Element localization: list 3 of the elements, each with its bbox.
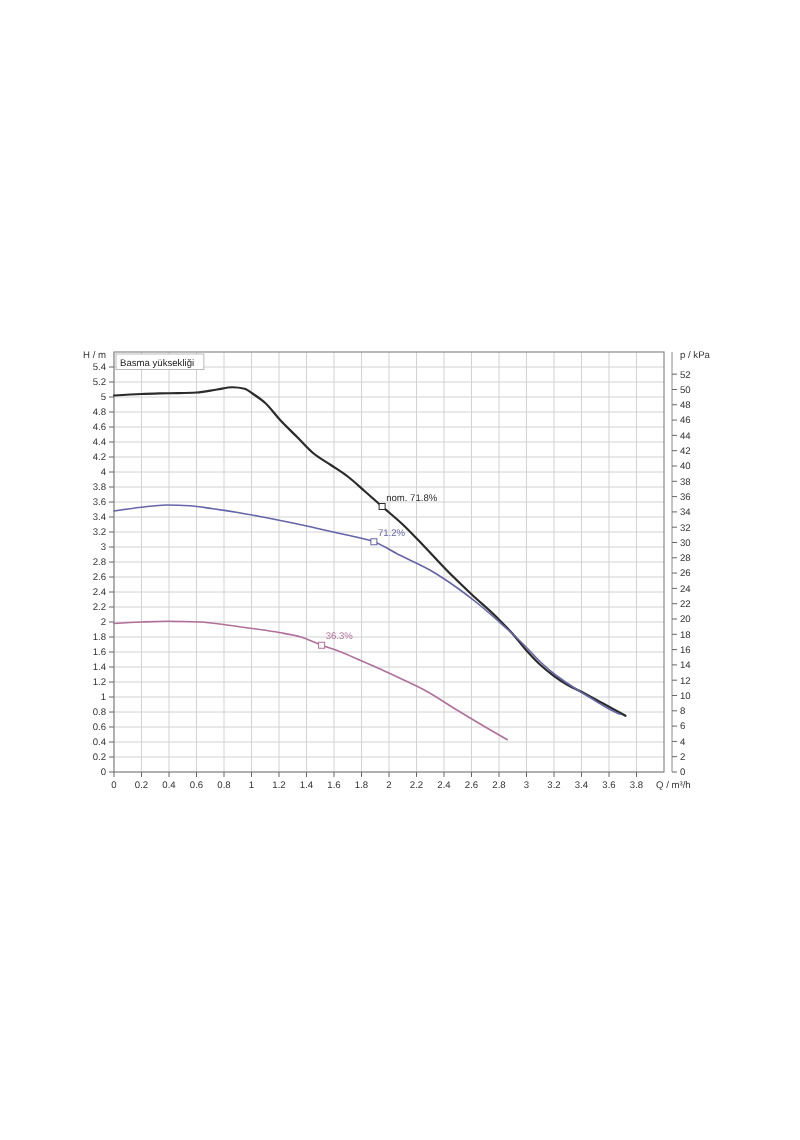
line-series [113, 504, 621, 716]
line-series [113, 620, 509, 741]
line-series [112, 386, 627, 717]
